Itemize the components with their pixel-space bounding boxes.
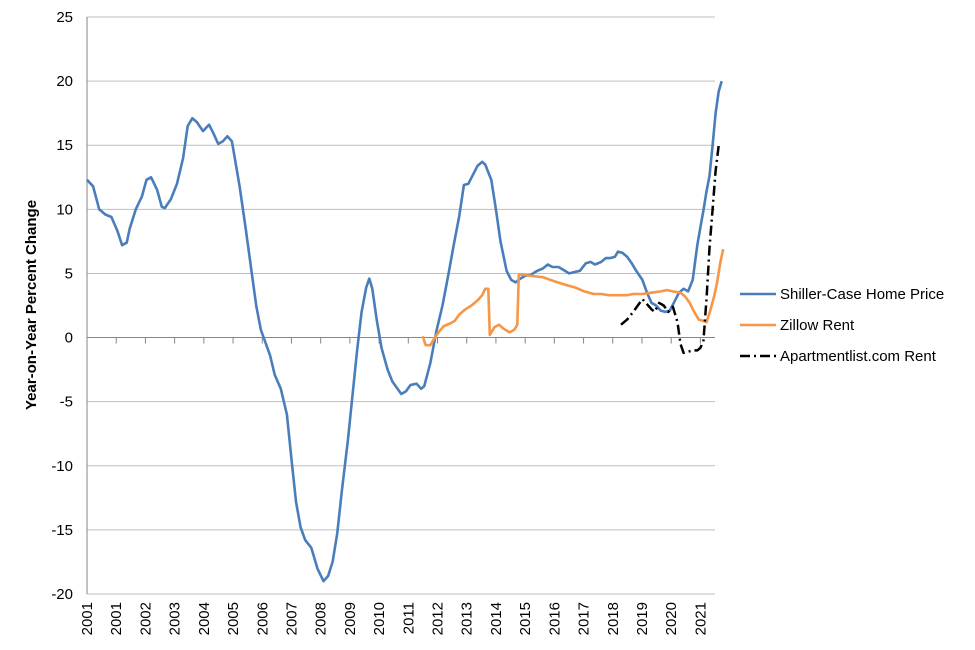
x-tick-label: 2005: [225, 602, 242, 635]
x-tick-label: 2014: [488, 602, 505, 635]
x-tick-label: 2002: [137, 602, 154, 635]
x-tick-label: 2001: [79, 602, 96, 635]
legend: Shiller-Case Home Price Zillow Rent Apartm…: [740, 286, 944, 365]
y-tick-label: 15: [56, 137, 73, 154]
legend-label: Apartmentlist.com Rent: [780, 348, 937, 365]
y-tick-labels: 25 20 15 10 5 0 -5 -10 -15 -20: [51, 9, 73, 603]
x-tick-label: 2009: [342, 602, 359, 635]
series-lines: [86, 80, 725, 583]
x-tick-label: 2003: [167, 602, 184, 635]
x-tick-label: 2001: [108, 602, 125, 635]
x-tick-labels: 2001 2001 2002 2003 2004 2005 2006 2007 2008 2009…: [79, 602, 709, 635]
x-tick-label: 2008: [313, 602, 330, 635]
axes: [86, 17, 715, 594]
legend-label: Zillow Rent: [780, 317, 855, 334]
x-tick-label: 2013: [459, 602, 476, 635]
x-tick-label: 2016: [546, 602, 563, 635]
y-tick-label: 25: [56, 9, 73, 26]
y-tick-label: -5: [60, 394, 73, 411]
y-tick-label: -20: [51, 586, 73, 603]
gridlines: [87, 16, 715, 595]
x-tick-label: 2007: [283, 602, 300, 635]
x-tick-label: 2021: [692, 602, 709, 635]
y-tick-label: -10: [51, 458, 73, 475]
series-line-2: [421, 248, 725, 347]
y-tick-label: 5: [65, 265, 73, 282]
series-line-1: [86, 80, 723, 583]
x-tick-label: 2012: [430, 602, 447, 635]
x-tick-label: 2018: [605, 602, 622, 635]
x-tick-label: 2006: [254, 602, 271, 635]
x-tick-label: 2004: [196, 602, 213, 635]
y-tick-label: 10: [56, 201, 73, 218]
y-tick-label: 20: [56, 73, 73, 90]
x-tick-label: 2020: [663, 602, 680, 635]
x-tick-label: 2019: [634, 602, 651, 635]
legend-label: Shiller-Case Home Price: [780, 286, 944, 303]
x-tick-label: 2011: [400, 602, 417, 634]
y-tick-label: 0: [65, 330, 73, 347]
x-tick-label: 2010: [371, 602, 388, 635]
x-tick-label: 2015: [517, 602, 534, 635]
y-axis-title: Year-on-Year Percent Change: [23, 200, 40, 410]
y-tick-label: -15: [51, 522, 73, 539]
x-tick-label: 2017: [576, 602, 593, 635]
